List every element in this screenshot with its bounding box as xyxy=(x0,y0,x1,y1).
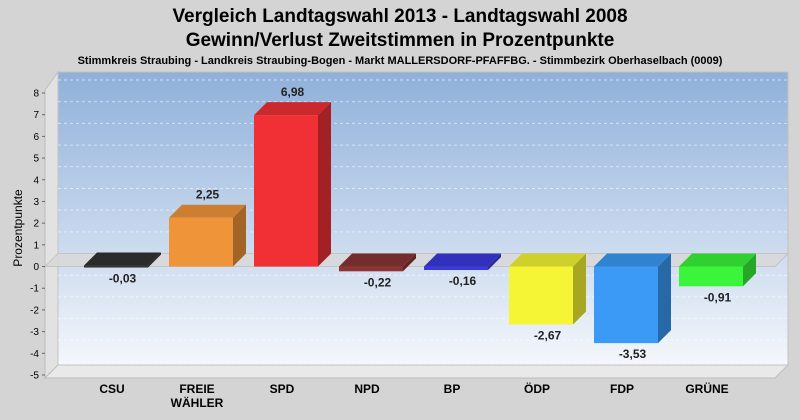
plot-floor xyxy=(43,364,790,379)
data-label: -0,03 xyxy=(109,272,137,286)
bar-side xyxy=(318,102,331,267)
bar-side xyxy=(743,253,756,287)
bar-side xyxy=(403,253,416,272)
bar-4 xyxy=(424,253,501,271)
y-tick-label: 2 xyxy=(33,219,39,230)
y-tick-label: 4 xyxy=(33,175,39,186)
x-category-label: CSU xyxy=(99,382,124,396)
y-tick-label: -1 xyxy=(30,284,39,295)
bar-5 xyxy=(509,253,586,325)
x-category-label: BP xyxy=(444,382,461,396)
bar-top xyxy=(254,102,331,116)
x-category-label: WÄHLER xyxy=(171,395,224,410)
y-tick-label: -3 xyxy=(30,327,39,338)
bar-top xyxy=(424,253,501,267)
data-label: -2,67 xyxy=(534,328,562,342)
bar-side xyxy=(148,252,161,268)
x-category-label: FREIE xyxy=(179,382,214,396)
bar-front xyxy=(169,217,233,267)
bar-front xyxy=(254,115,318,267)
bar-top xyxy=(339,253,416,267)
data-label: 2,25 xyxy=(196,188,220,202)
data-label: -0,91 xyxy=(704,290,732,304)
chart-caption: Stimmkreis Straubing - Landkreis Straubi… xyxy=(78,55,723,67)
bar-top xyxy=(509,253,586,267)
y-tick-label: 0 xyxy=(33,262,39,273)
bar-7 xyxy=(679,253,756,287)
bar-3 xyxy=(339,253,416,272)
y-tick-label: -5 xyxy=(30,371,39,382)
bar-2 xyxy=(254,102,331,267)
y-axis-ticks: -5 -4 -3 -2 -1 0 1 2 3 4 5 6 7 8 xyxy=(30,89,45,382)
bar-front xyxy=(84,265,148,268)
y-tick-label: 7 xyxy=(33,110,39,121)
y-tick-label: -4 xyxy=(30,349,39,360)
bar-0 xyxy=(84,252,161,268)
y-tick-label: 8 xyxy=(33,89,39,100)
bar-front xyxy=(679,266,743,287)
bar-top xyxy=(679,253,756,267)
bar-6 xyxy=(594,253,671,344)
x-category-label: SPD xyxy=(270,382,295,396)
plot-side-wall xyxy=(44,70,59,380)
bar-side xyxy=(658,253,671,344)
bar-side xyxy=(573,253,586,325)
bar-front xyxy=(509,266,573,325)
bar-side xyxy=(233,204,246,267)
bar-front xyxy=(424,266,488,271)
chart-subtitle: Gewinn/Verlust Zweitstimmen in Prozentpu… xyxy=(186,30,615,51)
y-axis-label: Prozentpunkte xyxy=(11,189,25,267)
data-label: -0,16 xyxy=(449,274,477,288)
bar-side xyxy=(488,253,501,271)
chart-title: Vergleich Landtagswahl 2013 - Landtagswa… xyxy=(172,6,627,27)
x-category-label: FDP xyxy=(610,382,634,396)
bars: -0,03 2,25 6,98 -0,22 -0,16 -2,67 -3,53 -0,91 xyxy=(84,85,756,361)
y-tick-label: 5 xyxy=(33,154,39,165)
x-category-label: NPD xyxy=(354,382,380,396)
data-label: -3,53 xyxy=(619,347,647,361)
y-tick-label: 1 xyxy=(33,240,39,251)
y-tick-label: 3 xyxy=(33,197,39,208)
bar-front xyxy=(339,266,403,272)
data-label: 6,98 xyxy=(281,85,305,99)
bar-front xyxy=(594,266,658,344)
data-label: -0,22 xyxy=(364,275,392,289)
plot-area xyxy=(57,71,789,366)
y-tick-label: 6 xyxy=(33,132,39,143)
x-category-label: GRÜNE xyxy=(685,381,728,396)
bar-top xyxy=(594,253,671,267)
bar-top xyxy=(169,204,246,218)
y-tick-label: -2 xyxy=(30,305,39,316)
bar-1 xyxy=(169,204,246,267)
x-category-label: ÖDP xyxy=(524,381,550,396)
bar-top xyxy=(84,252,161,266)
